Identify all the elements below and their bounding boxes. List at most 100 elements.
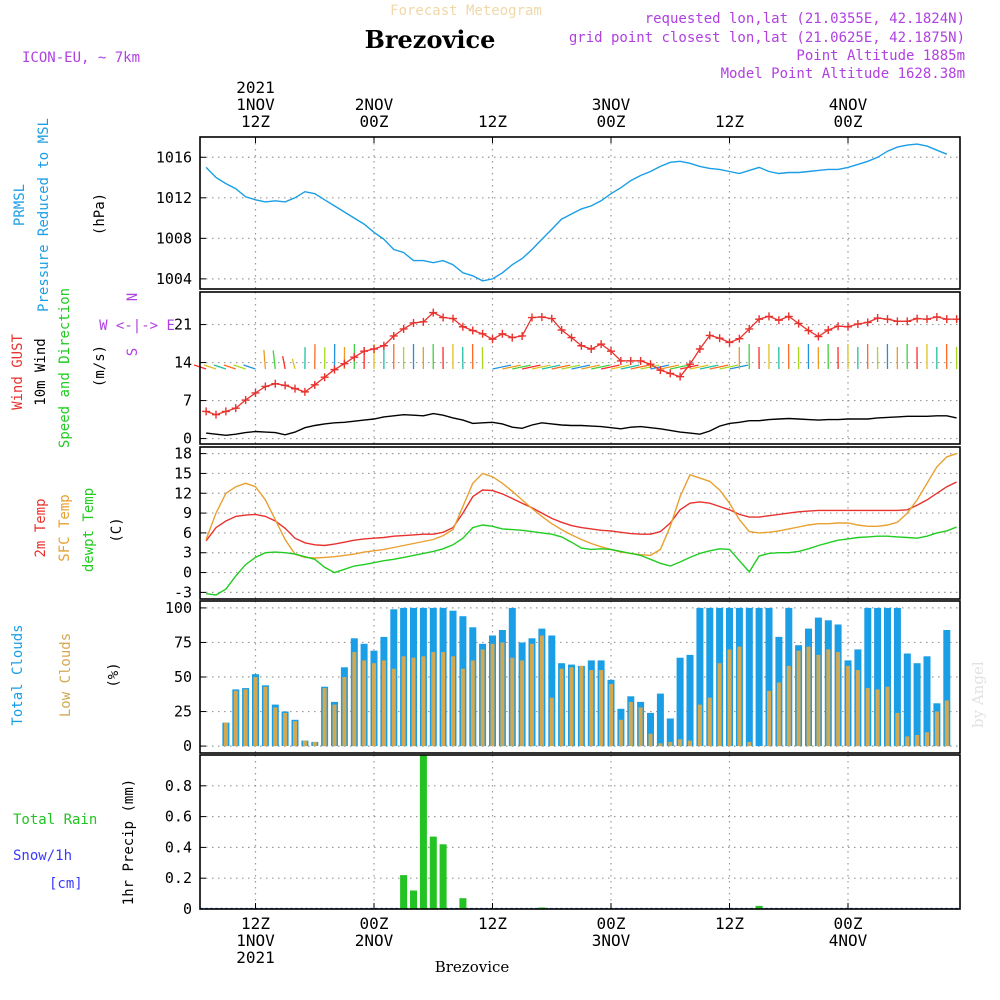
wind10m-line [206,412,957,437]
pressure-panel-labels: PRMSL Pressure Reduced to MSL (hPa) [12,118,108,312]
rain-bar [429,836,437,909]
gust-point [893,317,902,326]
y-tick-label: 9 [183,504,192,522]
low-cloud-bar [944,700,949,747]
gust-point [774,316,783,325]
wind-direction-arrow [551,364,571,370]
y-tick-label: 18 [174,445,192,463]
low-cloud-bar [707,697,712,747]
low-cloud-bar [401,656,406,747]
gust-point [221,407,230,416]
y-tick-label: 25 [174,703,192,721]
low-cloud-bar [451,656,455,747]
total-cloud-bar [913,663,921,747]
gust-point [537,312,546,321]
gust-point [705,331,714,340]
gust-point [379,341,388,350]
low-cloud-bar [342,677,347,747]
temp-unit: (C) [109,517,125,542]
time-label-top: 3NOV [592,95,631,114]
low-cloud-bar [658,743,663,747]
temp-panel-labels: 2m Temp SFC Temp dewpt Temp (C) [33,488,125,572]
gust-point [547,314,556,323]
wind-direction-arrow [272,350,276,370]
gust-point [449,314,457,323]
y-tick-label: 0.8 [165,777,192,795]
gust-point [913,314,922,323]
gust-point [942,315,951,324]
wind-direction-arrow [502,364,521,370]
time-label-bottom: 3NOV [592,931,631,950]
gust-point [291,384,299,393]
gust-point [923,315,931,324]
low-cloud-bar [767,690,771,747]
low-cloud-bar [293,721,297,747]
gust-point [607,347,615,356]
low-cloud-bar [539,635,544,746]
gust-point [528,313,536,322]
gust-point [686,360,694,369]
gust-point [212,410,220,419]
gust-point [666,369,675,378]
gust-point [478,329,487,338]
gust-point [370,345,378,353]
panel-frame [199,291,961,445]
pressure-unit: (hPa) [92,193,108,235]
low-cloud-bar [431,652,436,747]
total-cloud-bar [765,607,773,747]
wind-direction-arrow [660,364,679,370]
time-label-bottom: 12Z [478,914,507,933]
wind-direction-arrow [243,364,256,370]
footer-place: Brezovice [435,958,510,976]
gust-point [735,334,744,343]
panel-frame [199,754,961,910]
low-cloud-bar [727,649,732,747]
low-cloud-bar [263,686,268,747]
panel-frame [199,446,961,600]
low-cloud-bar [559,668,564,747]
wind-direction-arrow [561,364,581,370]
axis-ticks: 1004100810121016071421-30369121518025507… [156,78,868,967]
wind-direction-arrow [531,364,551,370]
y-tick-label: 6 [183,524,192,542]
low-cloud-bar [470,660,475,747]
gust-point [804,326,813,335]
gust-point [202,407,211,416]
low-cloud-bar [243,689,248,747]
total-cloud-bar [696,607,704,747]
low-cloud-bar [925,732,929,747]
wind-direction-arrow [571,364,591,370]
time-label-top: 2021 [236,78,275,97]
cloud-label-low: Low Clouds [58,633,74,717]
low-cloud-bar [490,643,495,747]
time-label-bottom: 00Z [360,914,389,933]
dewpt-line [206,524,957,596]
wind-unit: (m/s) [92,345,108,387]
y-tick-label: 0 [183,900,192,918]
time-label-bottom: 00Z [834,914,863,933]
time-label-top: 00Z [834,112,863,131]
total-cloud-bar [745,607,753,747]
precip-label-cm: [cm] [49,876,83,892]
requested-coords: requested lon,lat (21.0355E, 42.1824N) [645,11,965,27]
gust-point [557,326,566,334]
gust-point [320,373,329,382]
time-label-top: 2NOV [355,95,394,114]
precip-panel-labels: Total Rain Snow/1h [cm] 1hr Precip (mm) [13,779,137,905]
time-label-top: 4NOV [829,95,868,114]
y-tick-label: -3 [174,583,192,601]
low-cloud-bar [460,668,465,747]
wind-direction-arrow [709,364,729,370]
low-cloud-bar [253,677,258,747]
gust-point [439,313,448,322]
low-cloud-bar [391,668,396,747]
gust-point [814,332,823,341]
y-tick-label: 0.4 [165,838,192,856]
precip-label-snow: Snow/1h [13,848,72,864]
gust-point [784,312,793,321]
gust-point [271,379,280,388]
gust-point [350,353,359,362]
time-label-bottom: 1NOV [236,931,275,950]
gust-point [932,312,941,321]
total-cloud-bar [755,607,763,747]
